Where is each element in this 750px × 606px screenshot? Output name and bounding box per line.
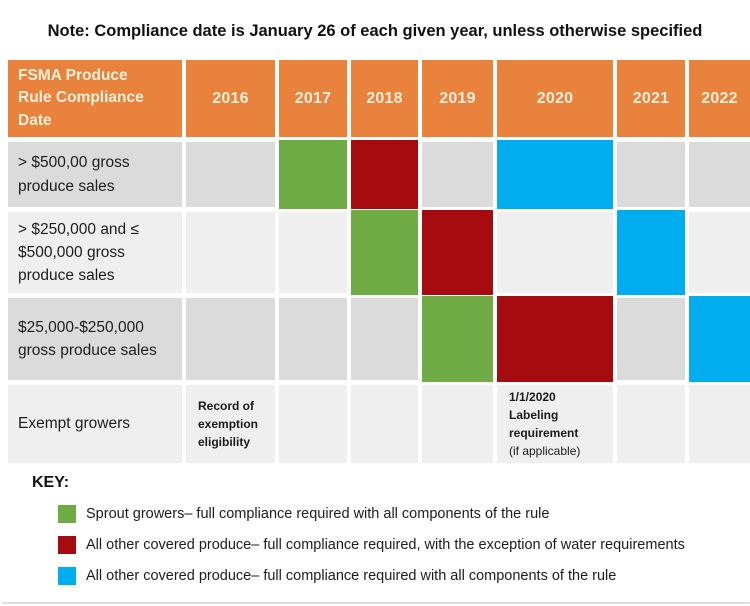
header-cell-year-2018: 2018 xyxy=(351,60,418,137)
header-cell-year-2021: 2021 xyxy=(617,60,685,137)
key-title: KEY: xyxy=(32,474,70,491)
header-cell-year-2016: 2016 xyxy=(186,60,275,137)
key-item-covered-produce-full: All other covered produce– full complian… xyxy=(58,567,685,585)
key-item-covered-produce-water-exception: All other covered produce– full complian… xyxy=(58,536,685,554)
table-cell-2021 xyxy=(617,298,685,380)
table-cell-2020 xyxy=(497,212,613,293)
table-cell-2017 xyxy=(279,212,347,293)
table-cell-2021 xyxy=(617,142,685,207)
header-cell-year-2022: 2022 xyxy=(689,60,750,137)
row-label: > $250,000 and ≤ $500,000 gross produce … xyxy=(8,212,182,293)
table-cell-2021 xyxy=(617,385,685,463)
header-title-cell: FSMA Produce Rule Compliance Date xyxy=(8,60,182,137)
key-item-sprout-growers: Sprout growers– full compliance required… xyxy=(58,505,685,523)
table-cell-2019-red xyxy=(422,210,493,295)
compliance-note: Note: Compliance date is January 26 of e… xyxy=(47,22,703,40)
cell-note-bold: 1/1/2020 Labeling requirement xyxy=(509,390,579,440)
key-section: KEY: Sprout growers– full compliance req… xyxy=(32,474,685,585)
table-cell-2019 xyxy=(422,385,493,463)
row-label: $25,000-$250,000 gross produce sales xyxy=(8,298,182,380)
table-cell-2018 xyxy=(351,298,418,380)
table-cell-2016 xyxy=(186,298,275,380)
table-cell-2018-red xyxy=(351,140,418,209)
table-cell-2022-blue xyxy=(689,296,750,382)
compliance-table: FSMA Produce Rule Compliance Date 2016 201… xyxy=(8,60,750,463)
bottom-edge-divider xyxy=(2,602,750,604)
table-cell-2016 xyxy=(186,212,275,293)
cell-note-bold: Record of exemption eligibility xyxy=(198,399,259,449)
table-cell-2018-green xyxy=(351,210,418,295)
table-cell-2022 xyxy=(689,142,750,207)
table-cell-2019-green xyxy=(422,296,493,382)
table-cell-2017 xyxy=(279,385,347,463)
table-cell-2022 xyxy=(689,212,750,293)
key-item-label: All other covered produce– full complian… xyxy=(86,568,617,584)
table-cell-2016 xyxy=(186,142,275,207)
table-cell-2017 xyxy=(279,298,347,380)
header-cell-year-2017: 2017 xyxy=(279,60,347,137)
header-cell-year-2019: 2019 xyxy=(422,60,493,137)
green-swatch-icon xyxy=(58,505,76,523)
cell-note: (if applicable) xyxy=(509,444,581,458)
row-label: > $500,00 gross produce sales xyxy=(8,142,182,207)
red-swatch-icon xyxy=(58,536,76,554)
table-cell-2019 xyxy=(422,142,493,207)
key-item-label: Sprout growers– full compliance required… xyxy=(86,506,550,522)
table-cell-2020-red xyxy=(497,296,613,382)
table-cell-2017-green xyxy=(279,140,347,209)
key-item-label: All other covered produce– full complian… xyxy=(86,537,685,553)
row-label: Exempt growers xyxy=(8,385,182,463)
table-cell-2022 xyxy=(689,385,750,463)
table-cell-2020-blue xyxy=(497,140,613,209)
header-cell-year-2020: 2020 xyxy=(497,60,613,137)
blue-swatch-icon xyxy=(58,567,76,585)
table-cell-2020: 1/1/2020 Labeling requirement (if applica… xyxy=(497,385,613,463)
table-cell-2018 xyxy=(351,385,418,463)
table-cell-2021-blue xyxy=(617,210,685,295)
table-cell-2016: Record of exemption eligibility xyxy=(186,385,275,463)
